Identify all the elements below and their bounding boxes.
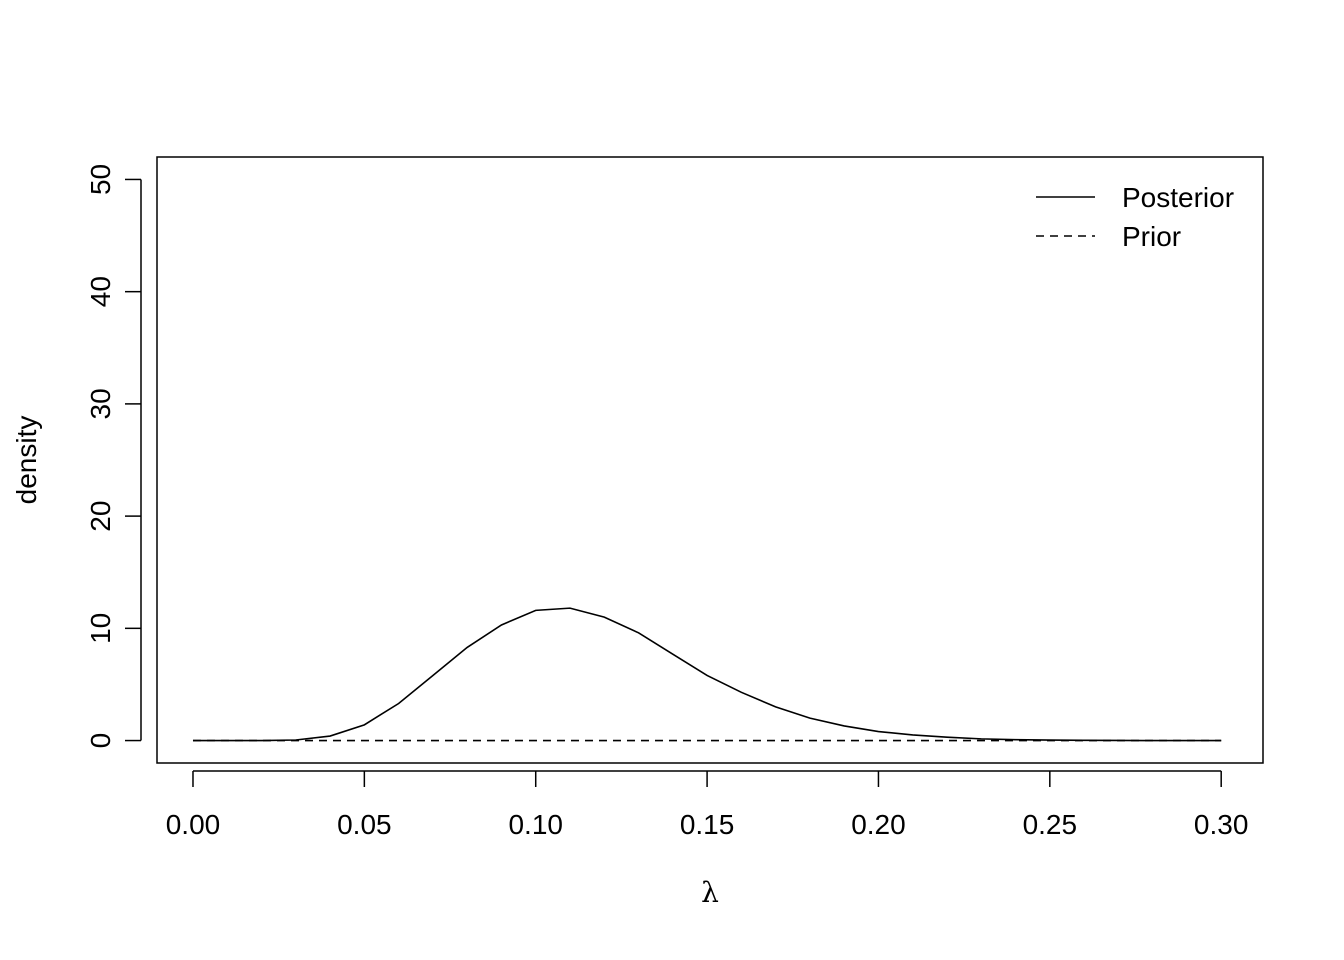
y-axis-label: density [11, 416, 42, 505]
plot-frame [156, 156, 1264, 764]
x-tick-label: 0.30 [1194, 809, 1249, 840]
x-tick-label: 0.00 [166, 809, 221, 840]
x-tick-label: 0.20 [851, 809, 906, 840]
y-tick-label: 30 [85, 388, 116, 419]
series-line [192, 607, 1222, 742]
legend-label: Posterior [1122, 182, 1234, 213]
y-tick-label: 50 [85, 164, 116, 195]
x-tick-label: 0.15 [680, 809, 735, 840]
y-tick-label: 0 [85, 733, 116, 749]
y-tick-label: 10 [85, 613, 116, 644]
x-tick-label: 0.10 [508, 809, 563, 840]
x-tick-label: 0.05 [337, 809, 392, 840]
x-tick-label: 0.25 [1023, 809, 1078, 840]
legend-label: Prior [1122, 221, 1181, 252]
x-axis-label: λ [701, 876, 719, 909]
y-tick-label: 40 [85, 276, 116, 307]
y-tick-label: 20 [85, 501, 116, 532]
